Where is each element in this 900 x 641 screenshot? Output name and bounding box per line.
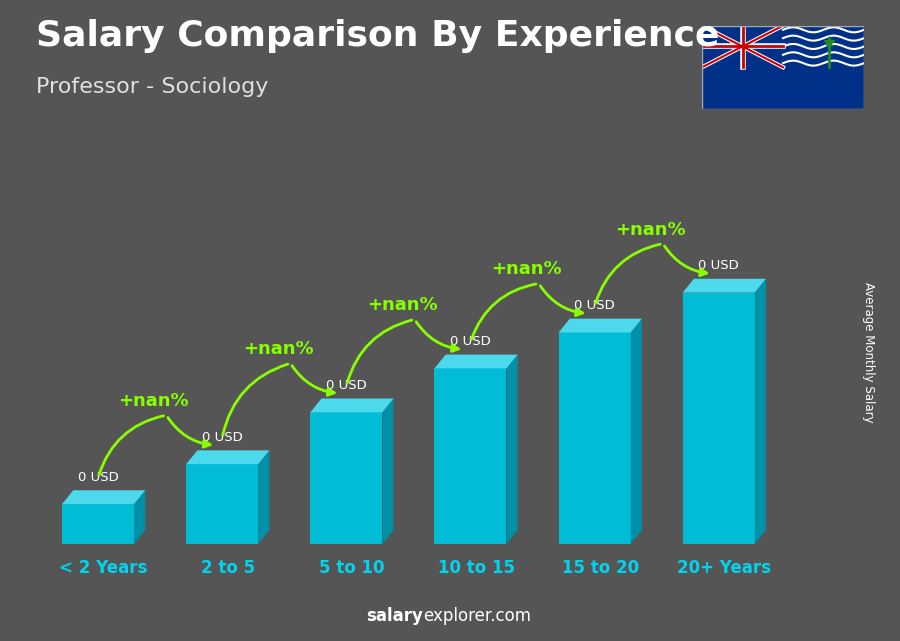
Polygon shape [382, 399, 393, 544]
Text: Average Monthly Salary: Average Monthly Salary [862, 282, 875, 423]
Polygon shape [310, 412, 382, 544]
Text: salary: salary [366, 607, 423, 625]
Polygon shape [683, 292, 755, 544]
Polygon shape [683, 279, 766, 292]
Polygon shape [258, 451, 269, 544]
Polygon shape [559, 333, 631, 544]
Text: 0 USD: 0 USD [202, 431, 243, 444]
Polygon shape [310, 399, 393, 412]
Polygon shape [631, 319, 642, 544]
Text: +nan%: +nan% [243, 340, 313, 358]
Text: 2 to 5: 2 to 5 [201, 559, 255, 577]
Polygon shape [435, 354, 518, 369]
Text: 20+ Years: 20+ Years [678, 559, 771, 577]
Text: 0 USD: 0 USD [77, 471, 119, 484]
Text: 0 USD: 0 USD [326, 379, 366, 392]
Text: +nan%: +nan% [616, 221, 686, 238]
Polygon shape [755, 279, 766, 544]
Text: Professor - Sociology: Professor - Sociology [36, 77, 268, 97]
Text: +nan%: +nan% [491, 260, 562, 278]
Polygon shape [435, 369, 507, 544]
Polygon shape [134, 490, 145, 544]
Polygon shape [186, 464, 258, 544]
Text: 15 to 20: 15 to 20 [562, 559, 639, 577]
Text: +nan%: +nan% [367, 296, 437, 314]
Text: 5 to 10: 5 to 10 [320, 559, 384, 577]
Polygon shape [559, 319, 642, 333]
Text: +nan%: +nan% [119, 392, 189, 410]
Text: 0 USD: 0 USD [698, 260, 739, 272]
Text: 0 USD: 0 USD [450, 335, 491, 348]
Text: explorer.com: explorer.com [423, 607, 531, 625]
Polygon shape [186, 451, 269, 464]
Text: 0 USD: 0 USD [574, 299, 615, 312]
Polygon shape [62, 490, 145, 504]
Text: Salary Comparison By Experience: Salary Comparison By Experience [36, 19, 719, 53]
Text: 10 to 15: 10 to 15 [437, 559, 515, 577]
Text: < 2 Years: < 2 Years [59, 559, 148, 577]
Polygon shape [507, 354, 517, 544]
Polygon shape [62, 504, 134, 544]
